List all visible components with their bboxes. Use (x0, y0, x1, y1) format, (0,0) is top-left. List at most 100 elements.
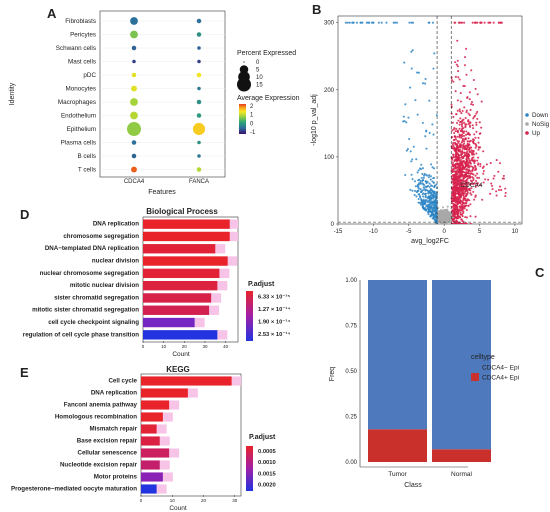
volcano-point-up (492, 177, 495, 180)
volcano-point-up (456, 39, 459, 42)
volcano-point-up (454, 61, 457, 64)
panel-d-bp-barplot: Biological Process DNA replication chromo… (23, 207, 291, 358)
volcano-point-nosig (439, 213, 442, 216)
volcano-point-down (430, 184, 433, 187)
volcano-point-down (432, 133, 435, 136)
volcano-point-up (464, 133, 468, 136)
volcano-point-up (474, 142, 477, 145)
panel-c-y-tick-label: 0.75 (345, 324, 357, 330)
volcano-point-up (460, 218, 463, 221)
volcano-point-up (482, 150, 485, 153)
panel-label-c: C (535, 265, 545, 280)
volcano-point-up (459, 213, 463, 216)
panel-e-legend-title: P.adjust (249, 434, 276, 441)
panel-label-a: A (47, 6, 57, 21)
bar-category-label: mitotic nuclear division (70, 282, 139, 289)
volcano-point-up (472, 190, 475, 193)
volcano-point-up (459, 21, 462, 24)
volcano-point-down (427, 213, 430, 216)
volcano-point-up (452, 222, 455, 224)
dotplot-dot (131, 153, 137, 159)
volcano-point-down (416, 184, 419, 187)
volcano-x-tick-label: -15 (334, 229, 343, 235)
volcano-point-down (428, 174, 431, 177)
volcano-point-up (457, 70, 460, 73)
panel-e-legend-bar (246, 446, 253, 491)
volcano-point-up (459, 196, 462, 199)
volcano-point-up (454, 205, 457, 209)
volcano-point-up (454, 75, 457, 78)
volcano-point-down (433, 219, 436, 222)
volcano-point-up (452, 212, 455, 215)
volcano-point-down (423, 183, 426, 186)
volcano-point-up (469, 175, 472, 178)
volcano-point-down (434, 194, 437, 197)
volcano-point-up (453, 198, 456, 201)
dotplot-row-label: Fibroblasts (65, 18, 96, 25)
volcano-point-up (472, 138, 475, 141)
volcano-point-up (471, 176, 474, 179)
volcano-point-up (454, 170, 457, 173)
volcano-point-down (409, 188, 412, 191)
dotplot-row-label: Epithelium (67, 126, 96, 133)
volcano-point-up (498, 162, 502, 165)
size-legend-dot (243, 61, 245, 63)
volcano-point-down (414, 189, 417, 193)
volcano-point-nosig (446, 219, 449, 222)
volcano-point-up (469, 146, 472, 149)
volcano-point-up (469, 139, 472, 142)
volcano-point-down (427, 199, 431, 202)
volcano-point-up (454, 203, 458, 206)
volcano-point-up (477, 176, 481, 179)
size-legend-label: 5 (256, 68, 260, 74)
volcano-point-down (377, 21, 380, 24)
volcano-point-down (434, 212, 437, 215)
volcano-point-up (466, 198, 469, 202)
volcano-point-down (421, 193, 424, 196)
volcano-point-up (452, 128, 455, 131)
volcano-point-up (452, 175, 456, 178)
volcano-point-up (453, 21, 456, 24)
volcano-point-up (452, 218, 455, 221)
volcano-point-up (454, 184, 457, 187)
volcano-x-tick-label: 0 (442, 229, 446, 235)
volcano-point-up (460, 136, 463, 139)
volcano-point-up (478, 121, 481, 124)
volcano-point-up (455, 121, 459, 125)
volcano-point-down (421, 189, 424, 192)
volcano-point-down (418, 201, 421, 204)
bar-category-label: nuclear division (92, 258, 139, 265)
volcano-point-up (502, 174, 505, 177)
volcano-point-nosig (440, 211, 443, 214)
volcano-point-down (428, 203, 431, 206)
volcano-point-up (462, 157, 465, 160)
volcano-point-down (395, 21, 399, 24)
volcano-point-down (432, 217, 435, 220)
volcano-point-up (459, 183, 462, 186)
volcano-point-up (489, 162, 492, 165)
volcano-point-down (407, 116, 410, 119)
volcano-point-up (462, 186, 465, 189)
dotplot-dot (196, 72, 202, 78)
volcano-point-down (420, 176, 423, 180)
volcano-point-down (430, 191, 433, 194)
volcano-point-up (487, 178, 490, 181)
volcano-point-down (429, 175, 433, 178)
volcano-legend-label: Down (532, 112, 549, 119)
volcano-point-up (468, 159, 471, 162)
volcano-point-down (418, 167, 422, 170)
volcano-point-down (427, 192, 430, 195)
volcano-point-up (479, 183, 482, 187)
volcano-point-up (468, 140, 471, 143)
volcano-point-up (475, 130, 478, 133)
color-legend-tick: 2 (250, 104, 254, 110)
bar (141, 400, 170, 410)
volcano-point-up (454, 90, 457, 93)
volcano-point-up (504, 195, 507, 198)
bar-x-tick-label: 10 (170, 498, 176, 503)
volcano-point-up (458, 188, 461, 191)
volcano-point-down (406, 147, 409, 151)
volcano-point-down (432, 210, 435, 213)
volcano-point-up (462, 190, 465, 193)
volcano-point-down (422, 200, 425, 203)
